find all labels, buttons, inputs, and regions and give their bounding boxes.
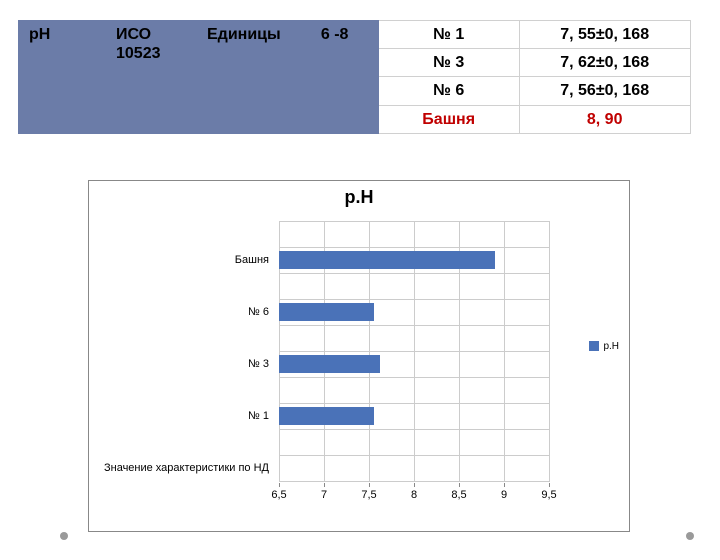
plot-area: 6,577,588,599,5Значение характеристики п… (279, 221, 549, 481)
cell-sample-1: № 1 (378, 21, 519, 49)
cell-value-1: 7, 55±0, 168 (519, 21, 690, 49)
h-gridline (279, 455, 549, 456)
tick (549, 483, 550, 487)
bullet-decor-left (60, 532, 68, 540)
cell-value-4: 8, 90 (519, 105, 690, 133)
cell-value-2: 7, 62±0, 168 (519, 49, 690, 77)
hdr-ph: рН (19, 21, 106, 134)
tick (279, 483, 280, 487)
legend: p.H (589, 341, 619, 352)
hdr-range: 6 -8 (291, 21, 378, 134)
tick-label: 7 (310, 489, 338, 501)
legend-label: p.H (603, 341, 619, 352)
h-gridline (279, 351, 549, 352)
category-label: Значение характеристики по НД (89, 459, 269, 477)
h-gridline (279, 429, 549, 430)
tick-label: 6,5 (265, 489, 293, 501)
bar-fill (279, 251, 495, 269)
h-gridline (279, 221, 549, 222)
chart-title: p.H (89, 187, 629, 208)
bar-chart: p.H 6,577,588,599,5Значение характеристи… (88, 180, 630, 532)
hdr-iso: ИСО 10523 (106, 21, 197, 134)
category-label: Башня (89, 251, 269, 269)
bar-fill (279, 355, 380, 373)
gridline (549, 221, 550, 482)
tick (504, 483, 505, 487)
tick (369, 483, 370, 487)
category-label: № 1 (89, 407, 269, 425)
category-label: № 6 (89, 303, 269, 321)
tick-label: 7,5 (355, 489, 383, 501)
tick (324, 483, 325, 487)
bar-fill (279, 303, 374, 321)
h-gridline (279, 377, 549, 378)
tick-label: 9,5 (535, 489, 563, 501)
data-table: рН ИСО 10523 Единицы 6 -8 № 1 7, 55±0, 1… (18, 20, 691, 134)
cell-sample-3: № 6 (378, 77, 519, 105)
legend-swatch (589, 341, 599, 351)
h-gridline (279, 481, 549, 482)
cell-sample-4: Башня (378, 105, 519, 133)
tick-label: 9 (490, 489, 518, 501)
h-gridline (279, 273, 549, 274)
bullet-decor-right (686, 532, 694, 540)
bar-fill (279, 407, 374, 425)
hdr-unit: Единицы (197, 21, 292, 134)
h-gridline (279, 299, 549, 300)
h-gridline (279, 247, 549, 248)
h-gridline (279, 403, 549, 404)
tick-label: 8,5 (445, 489, 473, 501)
cell-value-3: 7, 56±0, 168 (519, 77, 690, 105)
h-gridline (279, 325, 549, 326)
tick (414, 483, 415, 487)
tick (459, 483, 460, 487)
cell-sample-2: № 3 (378, 49, 519, 77)
category-label: № 3 (89, 355, 269, 373)
tick-label: 8 (400, 489, 428, 501)
